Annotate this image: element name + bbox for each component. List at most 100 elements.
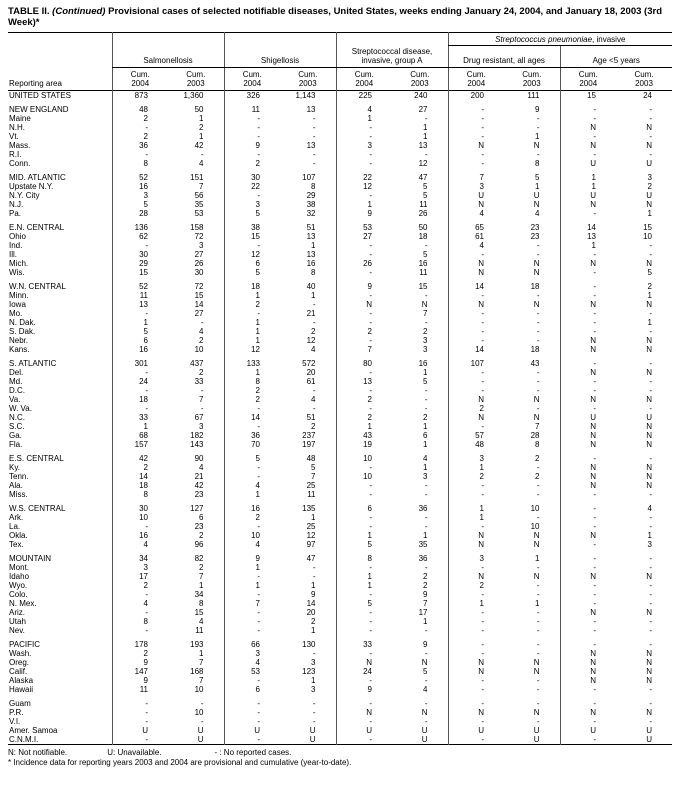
value-cell: N [646,667,652,676]
value-cell: 2 [223,386,280,395]
value-cell: 4 [423,685,428,694]
table-row: La. - 23 - 25 - - - 10 - - [8,522,672,531]
reporting-area-cell: Ga. [9,431,22,440]
table-row: N.C. 33 67 14 51 2 2 N N U U [8,413,672,422]
value-cell: N [533,667,540,676]
value-cell: - [424,241,428,250]
value-cell: - [312,318,316,327]
table-row: Minn. 11 15 1 1- - - - -1 [8,291,672,300]
value-cell: N [559,345,616,354]
value-cell: - [200,404,204,413]
value-cell: 36 [111,141,168,150]
value-cell: - [649,617,652,626]
value-cell: 9 [335,282,392,291]
value-cell: - [559,404,616,413]
value-cell: 48 [111,105,168,114]
value-cell: - [649,241,652,250]
value-cell: 43 [335,431,392,440]
value-cell: 10 [643,232,652,241]
value-cell: 2 [223,395,280,404]
value-cell: - [447,676,504,685]
value-cell: U [559,191,616,200]
value-cell: 9 [311,590,316,599]
value-cell: U [197,735,204,744]
table-row: C.N.M.I. - U - U - U - U - U [8,735,672,745]
spacer-row [8,694,672,699]
value-cell: 133 [223,359,280,368]
value-cell: 30 [223,173,280,182]
value-cell: - [447,250,504,259]
value-cell: - [111,735,168,745]
value-cell: 1 [423,132,428,141]
value-cell: 72 [194,282,204,291]
value-cell: 6 [423,431,428,440]
table-row: Mont. 3 2 1 - - - - - - - [8,563,672,572]
table-row: S. ATLANTIC 301 437 133 572 80 16 107 43 - - [8,359,672,368]
value-cell: - [559,454,616,463]
value-cell: 10 [530,522,540,531]
reporting-area-cell: W.S. CENTRAL [9,504,66,513]
value-cell: 4 [199,463,204,472]
value-cell: 13 [335,377,392,386]
value-cell: - [649,626,652,635]
value-cell: 8 [111,159,168,168]
value-cell: N [646,422,652,431]
value-cell: 9 [335,209,392,218]
value-cell: 20 [306,368,316,377]
value-cell: 8 [535,159,540,168]
value-cell: 4 [311,345,316,354]
value-cell: 12 [306,336,316,345]
value-cell: 147 [111,667,168,676]
value-cell: N [646,649,652,658]
value-cell: - [536,327,540,336]
value-cell: 2 [199,368,204,377]
reporting-area-cell: Nebr. [9,336,29,345]
value-cell: 33 [335,640,392,649]
value-cell: U [646,159,652,168]
value-cell: - [559,327,616,336]
value-cell: 23 [194,522,204,531]
value-cell: 1 [647,291,652,300]
reporting-area-cell: MOUNTAIN [9,554,52,563]
value-cell: 82 [194,554,204,563]
legend-no-reported-cases: - : No reported cases. [214,748,292,757]
value-cell: 18 [530,282,540,291]
table-row: Okla. 16 2 10 12 1 1 N N N 1 [8,531,672,540]
value-cell: - [447,590,504,599]
value-cell: - [447,481,504,490]
value-cell: - [536,150,540,159]
value-cell: N [335,658,392,667]
value-cell: - [312,404,316,413]
value-cell: U [646,191,652,200]
value-cell: - [536,490,540,499]
table-row: Ill. 30 27 12 13 - 5 - - - - [8,250,672,259]
value-cell: - [223,150,280,159]
value-cell: - [649,150,652,159]
value-cell: 1 [335,531,392,540]
value-cell: N [646,572,652,581]
value-cell: 1 [335,114,392,123]
value-cell: - [649,599,652,608]
reporting-area-cell: Utah [9,617,26,626]
value-cell: - [223,422,280,431]
value-cell: N [447,572,504,581]
value-cell: - [536,250,540,259]
value-cell: 25 [306,481,316,490]
value-cell: - [559,685,616,694]
table-title-continued: (Continued) [52,6,106,17]
value-cell: 36 [418,504,428,513]
value-cell: 1 [647,318,652,327]
value-cell: - [111,241,168,250]
value-cell: - [200,150,204,159]
reporting-area-cell: W. Va. [9,404,32,413]
value-cell: 13 [306,232,316,241]
spacer-row [8,277,672,282]
reporting-area-cell: N. Mex. [9,599,37,608]
value-cell: 11 [111,291,168,300]
value-cell: - [559,563,616,572]
value-cell: 11 [223,105,280,114]
value-cell: 17 [111,572,168,581]
value-cell: 50 [194,105,204,114]
incidence-footnote: * Incidence data for reporting years 200… [8,758,352,767]
reporting-area-cell: Minn. [9,291,29,300]
